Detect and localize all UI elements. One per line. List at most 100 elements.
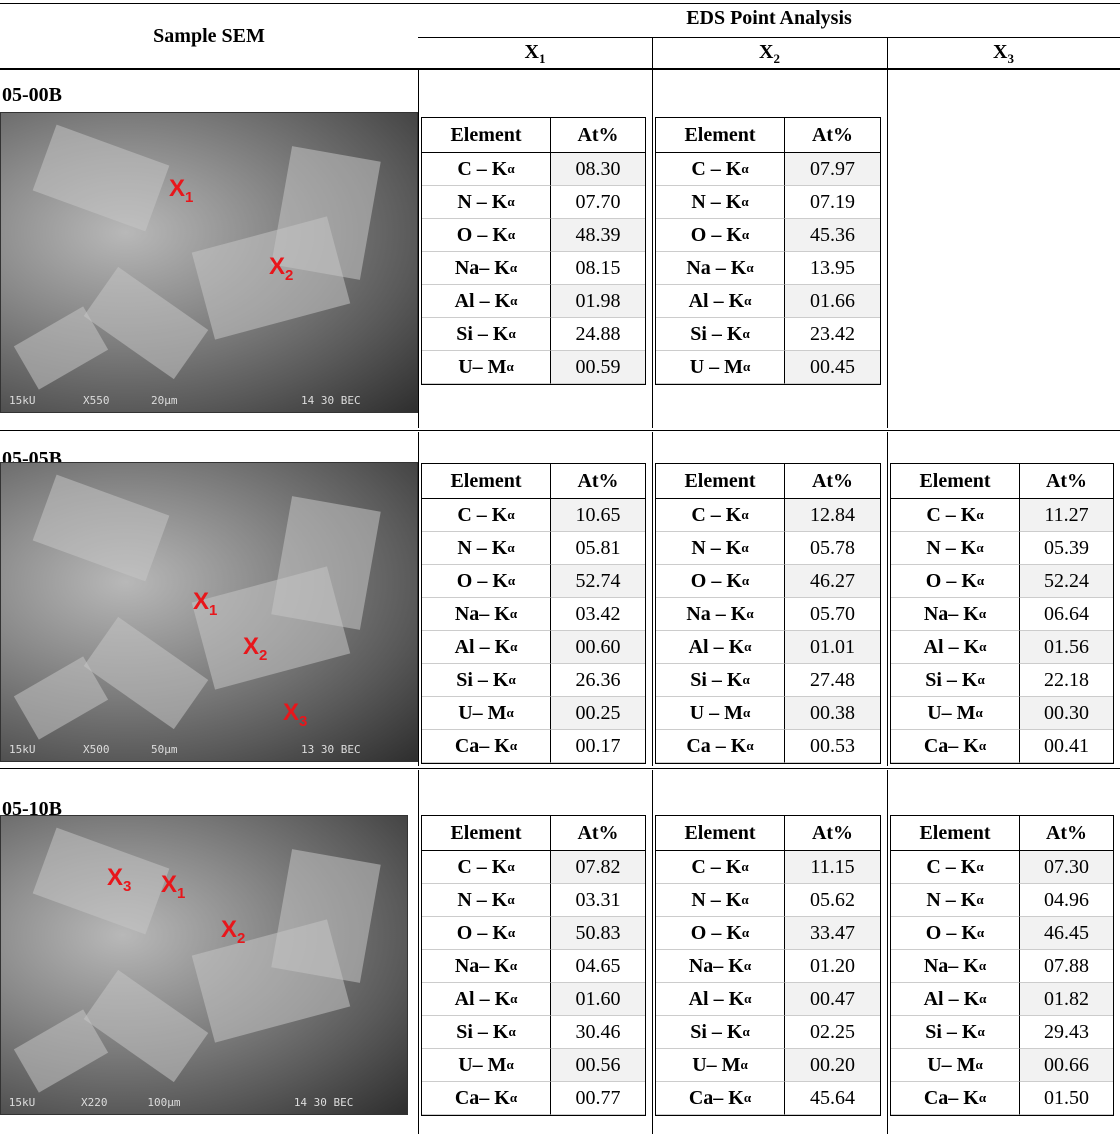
sample-id: 05-00B — [2, 84, 62, 107]
at-percent: 03.31 — [550, 884, 645, 917]
at-percent: 07.70 — [550, 186, 645, 219]
table-header: Element — [422, 118, 550, 153]
at-percent: 24.88 — [550, 318, 645, 351]
at-percent: 29.43 — [1019, 1016, 1113, 1049]
at-percent: 45.64 — [784, 1082, 880, 1115]
point-marker: X1 — [161, 871, 185, 902]
table-header: Element — [656, 464, 784, 499]
at-percent: 00.60 — [550, 631, 645, 664]
image-caption: 14 30 BEC — [294, 1096, 354, 1109]
element-label: Na– Kα — [891, 950, 1019, 983]
at-percent: 30.46 — [550, 1016, 645, 1049]
at-percent: 00.30 — [1019, 697, 1113, 730]
at-percent: 11.15 — [784, 851, 880, 884]
rule — [418, 37, 1120, 38]
element-label: Ca– Kα — [656, 1082, 784, 1115]
texture — [84, 617, 209, 729]
element-label: Na– Kα — [656, 950, 784, 983]
at-percent: 50.83 — [550, 917, 645, 950]
table-header: Element — [891, 816, 1019, 851]
at-percent: 01.01 — [784, 631, 880, 664]
header-cell: X3 — [887, 42, 1120, 65]
point-marker: X2 — [221, 916, 245, 947]
at-percent: 01.66 — [784, 285, 880, 318]
at-percent: 27.48 — [784, 664, 880, 697]
at-percent: 00.41 — [1019, 730, 1113, 763]
at-percent: 00.20 — [784, 1049, 880, 1082]
element-label: U– Mα — [891, 1049, 1019, 1082]
table-header: At% — [784, 118, 880, 153]
element-label: N – Kα — [891, 532, 1019, 565]
element-label: O – Kα — [656, 917, 784, 950]
at-percent: 03.42 — [550, 598, 645, 631]
at-percent: 07.97 — [784, 153, 880, 186]
rule — [652, 770, 653, 1134]
at-percent: 00.56 — [550, 1049, 645, 1082]
at-percent: 22.18 — [1019, 664, 1113, 697]
image-caption: 15kU — [9, 743, 36, 756]
at-percent: 07.88 — [1019, 950, 1113, 983]
at-percent: 52.74 — [550, 565, 645, 598]
image-caption: 100μm — [147, 1096, 180, 1109]
table-header: At% — [550, 816, 645, 851]
header-cell: EDS Point Analysis — [418, 8, 1120, 28]
at-percent: 01.82 — [1019, 983, 1113, 1016]
table-header: Element — [891, 464, 1019, 499]
at-percent: 00.17 — [550, 730, 645, 763]
page: Sample SEMEDS Point AnalysisX1X2X305-00B… — [0, 0, 1120, 1136]
table-header: Element — [422, 464, 550, 499]
header-cell: X1 — [418, 42, 652, 65]
at-percent: 07.30 — [1019, 851, 1113, 884]
at-percent: 05.81 — [550, 532, 645, 565]
at-percent: 01.50 — [1019, 1082, 1113, 1115]
at-percent: 52.24 — [1019, 565, 1113, 598]
image-caption: 50μm — [151, 743, 178, 756]
point-marker: X1 — [193, 588, 217, 619]
rule — [887, 38, 888, 68]
table-header: At% — [550, 118, 645, 153]
rule — [0, 430, 1120, 431]
sem-image: X3X1X215kUX220100μm14 30 BEC — [0, 815, 408, 1115]
at-percent: 01.60 — [550, 983, 645, 1016]
texture — [33, 125, 170, 232]
texture — [84, 267, 209, 379]
at-percent: 00.45 — [784, 351, 880, 384]
rule — [652, 38, 653, 68]
at-percent: 07.19 — [784, 186, 880, 219]
rule — [887, 70, 888, 428]
